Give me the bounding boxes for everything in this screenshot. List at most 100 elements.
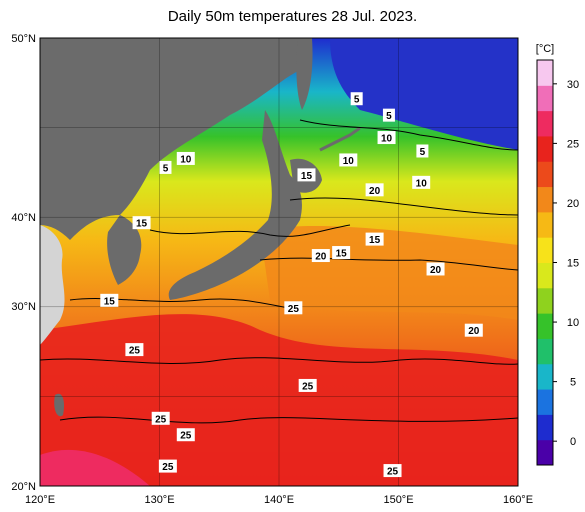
isotherm-label: 25 [125,343,144,357]
isotherm-label-text: 5 [163,163,169,174]
lat-tick-label: 20°N [11,481,36,493]
isotherm-label-text: 25 [288,304,300,315]
isotherm-label-box [158,459,177,473]
isotherm-label: 10 [377,131,396,145]
colorbar-tick-label: 30 [567,79,579,91]
isotherm-label: 25 [158,459,177,473]
isotherm-label: 5 [159,160,172,174]
isotherm-label: 10 [176,151,195,165]
isotherm-label-text: 15 [336,249,348,260]
hot-water-region [40,449,150,486]
isotherm-label: 20 [426,262,445,276]
isotherm-label-box [311,249,330,263]
colorbar-segment [537,237,553,263]
isotherm-label-text: 5 [354,95,360,106]
map-title: Daily 50m temperatures 28 Jul. 2023. [167,8,418,25]
isotherm-label-text: 25 [387,467,399,478]
isotherm-label-box [416,144,429,158]
map-frame [39,37,519,487]
colorbar: [°C] 30 25 20 15 10 5 0 [536,43,579,466]
isotherm-label-box [426,262,445,276]
lon-tick-label: 130°E [144,494,174,506]
colorbar-segment [537,414,553,441]
colorbar-tick-label: 25 [567,138,579,150]
colorbar-segment [537,186,553,213]
taiwan-land [54,393,65,417]
isotherm-label: 5 [382,108,395,122]
colorbar-segment [537,135,553,162]
colorbar-segment [537,287,553,314]
isotherm-label-box [132,216,151,230]
latitude-axis: 50°N 40°N 30°N 20°N [11,33,36,493]
longitude-axis: 120°E 130°E 140°E 150°E 160°E [25,494,533,506]
isotherm-label-text: 25 [302,381,314,392]
lat-tick-label: 30°N [11,301,36,313]
cold-water-region [330,38,518,150]
isotherm-label-box [464,323,483,337]
colorbar-segment [537,389,553,415]
mainland-asia-land [40,38,300,240]
japan-land [168,110,302,300]
lon-tick-label: 120°E [25,494,55,506]
isotherm-label: 25 [176,428,195,442]
isotherm-label-box [412,175,431,189]
isotherm-label: 25 [284,301,303,315]
isotherm-label-text: 20 [430,265,442,276]
isotherm-label-box [365,183,384,197]
lon-tick-label: 150°E [383,494,413,506]
isotherm-label-text: 25 [162,462,174,473]
isotherm-label: 5 [350,92,363,106]
isotherm-label-text: 25 [126,502,138,512]
lon-tick-label: 160°E [503,494,533,506]
isotherm-label-box [159,160,172,174]
colorbar-segment [537,211,553,238]
colorbar-segment [537,439,553,466]
isotherm-label-box [176,428,195,442]
isotherm-label-box [125,343,144,357]
isotherm-label: 20 [365,183,384,197]
isotherm-label-box [339,153,358,167]
isotherm-label-text: 10 [343,156,355,167]
colorbar-segment [537,161,553,188]
isotherm-label-text: 15 [301,171,313,182]
colorbar-segment [537,85,553,112]
isotherm-label: 15 [365,232,384,246]
isotherm-label-box [332,246,351,260]
isotherm-label-text: 15 [136,219,148,230]
lat-tick-label: 50°N [11,33,36,45]
isotherm-label-box [176,151,195,165]
graticule [40,38,518,486]
colorbar-tick-label: 10 [567,317,579,329]
map-area: 5 5 10 5 10 5 10 15 10 20 15 15 20 15 20 15 25 20 25 25 25 25… [40,38,518,512]
isotherm-label-box [100,293,119,307]
isotherm-label-text: 25 [180,431,192,442]
isotherm-label-box [297,168,316,182]
isotherm-label: 15 [297,168,316,182]
isotherm-label-box [365,232,384,246]
isotherm-label: 10 [339,153,358,167]
isotherm-label: 15 [332,246,351,260]
isotherm-label: 20 [464,323,483,337]
colorbar-segment [537,110,553,137]
isotherm-label-text: 15 [369,235,381,246]
isotherm-label: 25 [383,464,402,478]
isotherm-label-box [377,131,396,145]
isotherm-label-text: 20 [369,186,381,197]
isotherm-label-layer: 5 5 10 5 10 5 10 15 10 20 15 15 20 15 20 15 25 20 25 25 25 25… [100,92,483,512]
isotherm-label-text: 10 [416,178,428,189]
isotherm-label: 15 [100,293,119,307]
isotherm-label-text: 10 [381,134,393,145]
colorbar-segment [537,338,553,365]
colorbar-segment [537,262,553,289]
colorbar-segment [537,60,553,86]
lat-tick-label: 40°N [11,212,36,224]
colorbar-segment [537,363,553,390]
isotherm-label-text: 20 [468,326,480,337]
isotherm-label-text: 5 [420,147,426,158]
isotherm-label-box [123,500,141,512]
isotherm-label-text: 20 [315,252,327,263]
isotherm-label-box [382,108,395,122]
colorbar-tick-label: 0 [570,436,576,448]
isotherm-label-text: 15 [104,296,116,307]
